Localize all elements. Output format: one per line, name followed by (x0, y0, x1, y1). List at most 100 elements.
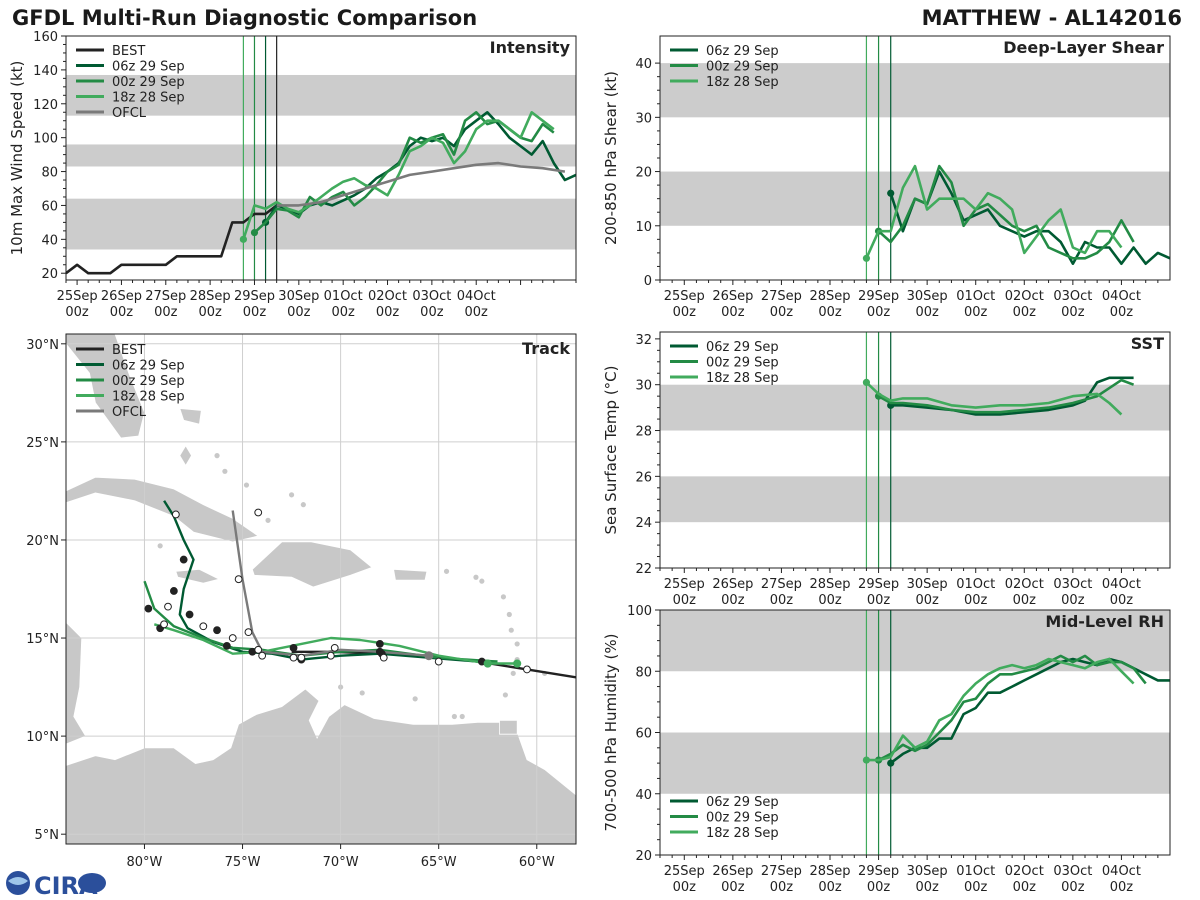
rh-xtick-label: 27Sep 00z (761, 864, 802, 895)
track-lon-label: 80°W (127, 855, 163, 870)
sst-ytick-label: 30 (635, 379, 652, 394)
intensity-ylabel: 10m Max Wind Speed (kt) (8, 61, 26, 256)
intensity-band (66, 74, 576, 116)
track-position-marker (434, 657, 443, 666)
shear-series-line (889, 170, 1171, 266)
track-position-marker (228, 634, 237, 642)
track-position-marker (222, 641, 231, 650)
track-position-marker (234, 575, 243, 584)
storm-title: MATTHEW - AL142016 (922, 6, 1182, 30)
track-legend-label: BEST (112, 343, 145, 358)
sst-xtick-label: 03Oct 00z (1053, 577, 1092, 608)
island-land (502, 692, 508, 698)
shear-ytick-label: 0 (644, 274, 652, 289)
rh-ytick-label: 40 (635, 788, 652, 803)
intensity-xtick-label: 28Sep 00z (190, 289, 231, 320)
track-position-marker (330, 643, 339, 652)
track-position-marker (424, 651, 434, 661)
island-land (300, 502, 306, 508)
trinidad-land (499, 720, 518, 735)
intensity-series-line (242, 111, 555, 240)
intensity-series-line (65, 204, 278, 275)
track-ofcl-line (231, 510, 429, 657)
track-position-marker (254, 645, 263, 654)
track-run00z-line (143, 580, 498, 663)
track-lat-label: 30°N (26, 338, 59, 353)
track-legend-label: OFCL (112, 405, 147, 420)
rh-ytick-label: 80 (635, 665, 652, 680)
rh-xtick-label: 25Sep 00z (664, 864, 705, 895)
shear-series-line (877, 164, 1135, 260)
sst-xtick-label: 30Sep 00z (907, 577, 948, 608)
bahamas2-land (179, 445, 192, 467)
intensity-ytick-label: 120 (33, 98, 58, 113)
sst-series-start-marker (862, 378, 871, 387)
island-land (412, 696, 418, 702)
rh-xtick-label: 01Oct 00z (956, 864, 995, 895)
intensity-xtick-label: 26Sep 00z (101, 289, 142, 320)
shear-ytick-label: 10 (635, 220, 652, 235)
intensity-legend-label: 18z 28 Sep (112, 91, 185, 106)
sst-legend-label: 06z 29 Sep (706, 340, 779, 355)
intensity-xtick-label: 25Sep 00z (57, 289, 98, 320)
intensity-legend-label: OFCL (112, 106, 147, 121)
island-land (451, 713, 457, 720)
sst-ytick-label: 32 (635, 333, 652, 348)
shear-xtick-label: 26Sep 00z (712, 289, 753, 320)
sst-legend-label: 00z 29 Sep (706, 356, 779, 371)
intensity-band (66, 198, 576, 250)
sst-xtick-label: 28Sep 00z (809, 577, 850, 608)
track-lon-label: 60°W (519, 855, 555, 870)
intensity-xtick-label: 30Sep 00z (278, 289, 319, 320)
shear-xtick-label: 30Sep 00z (907, 289, 948, 320)
rh-xtick-label: 04Oct 00z (1102, 864, 1141, 895)
intensity-xtick-label: 01Oct 00z (324, 289, 363, 320)
island-land (288, 492, 295, 498)
shear-xtick-label: 28Sep 00z (809, 289, 850, 320)
intensity-xtick-label: 02Oct 00z (368, 289, 407, 320)
island-land (473, 574, 479, 580)
intensity-series-start-marker (239, 235, 247, 243)
sst-title: SST (1131, 334, 1164, 353)
intensity-band (66, 144, 576, 167)
intensity-xtick-label: 03Oct 00z (412, 289, 451, 320)
shear-title: Deep-Layer Shear (1003, 38, 1164, 57)
track-position-marker (179, 555, 188, 564)
track-position-marker (144, 604, 153, 613)
island-land (479, 578, 485, 584)
rh-xtick-label: 03Oct 00z (1053, 864, 1092, 895)
rh-legend-label: 18z 28 Sep (706, 826, 779, 841)
sst-xtick-label: 01Oct 00z (956, 577, 995, 608)
sst-ytick-label: 24 (635, 516, 652, 531)
sst-ytick-label: 26 (635, 470, 652, 485)
intensity-ytick-label: 40 (41, 233, 58, 248)
rh-xtick-label: 29Sep 00z (858, 864, 899, 895)
sst-xtick-label: 02Oct 00z (1005, 577, 1044, 608)
intensity-ytick-label: 100 (33, 132, 58, 147)
shear-ytick-label: 30 (635, 111, 652, 126)
track-position-marker (199, 622, 208, 631)
intensity-xtick-label: 29Sep 00z (234, 289, 275, 320)
shear-xtick-label: 01Oct 00z (956, 289, 995, 320)
track-position-marker (297, 653, 306, 662)
intensity-xtick-label: 27Sep 00z (145, 289, 186, 320)
shear-ytick-label: 40 (635, 57, 652, 72)
track-lon-label: 70°W (323, 855, 359, 870)
track-position-marker (185, 610, 194, 619)
rh-xtick-label: 02Oct 00z (1005, 864, 1044, 895)
shear-series-start-marker (887, 189, 895, 197)
sst-ytick-label: 28 (635, 425, 652, 440)
shear-series-start-marker (862, 254, 871, 262)
track-position-marker (289, 653, 298, 662)
rh-ytick-label: 60 (635, 727, 652, 742)
intensity-legend-label: 00z 29 Sep (112, 75, 185, 90)
cuba-land (66, 476, 260, 543)
sst-legend-label: 18z 28 Sep (706, 371, 779, 386)
intensity-ytick-label: 160 (33, 30, 58, 45)
rh-series-start-marker (862, 756, 871, 764)
rh-xtick-label: 30Sep 00z (907, 864, 948, 895)
rh-ytick-label: 20 (635, 849, 652, 864)
track-frame (65, 333, 577, 845)
